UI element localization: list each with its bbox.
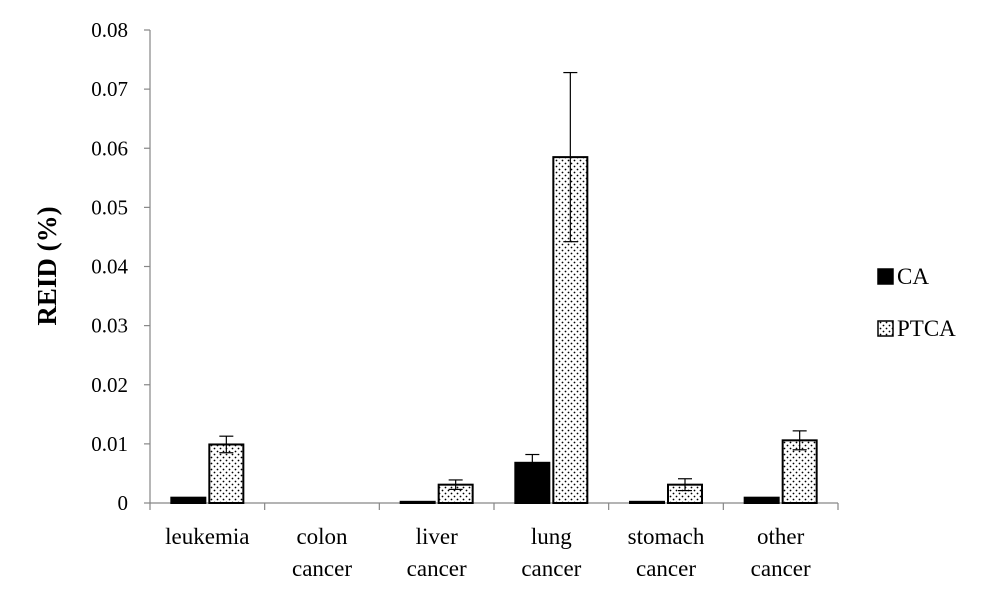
y-axis-label: REID (%) <box>32 206 62 325</box>
error-bars <box>219 71 807 492</box>
legend: CA PTCA <box>877 264 956 341</box>
bar-ca <box>170 496 207 504</box>
y-tick-label: 0.06 <box>91 136 128 160</box>
category-label: colon <box>296 524 348 549</box>
category-label: cancer <box>521 556 581 581</box>
legend-swatch-ca <box>877 268 894 285</box>
y-tick-label: 0.01 <box>91 432 128 456</box>
y-tick-label: 0.03 <box>91 314 128 338</box>
category-label: cancer <box>407 556 467 581</box>
y-tick-labels: 0 0.01 0.02 0.03 0.04 0.05 0.06 0.07 0.08 <box>91 18 128 515</box>
bar-ca <box>629 500 665 505</box>
y-tick-label: 0.05 <box>91 195 128 219</box>
y-tick-label: 0.07 <box>91 77 128 101</box>
category-label: cancer <box>292 556 352 581</box>
bar-ca <box>399 500 436 505</box>
y-tick-label: 0.08 <box>91 18 128 42</box>
legend-label-ptca: PTCA <box>897 316 956 341</box>
category-label: stomach <box>628 524 705 549</box>
category-label: liver <box>416 524 458 549</box>
y-tick-label: 0.04 <box>91 255 128 279</box>
category-label: cancer <box>751 556 811 581</box>
category-label: cancer <box>636 556 696 581</box>
legend-swatch-ptca <box>877 320 894 337</box>
category-label: other <box>757 524 805 549</box>
y-tick-label: 0.02 <box>91 373 128 397</box>
axes <box>144 29 839 510</box>
category-label: lung <box>531 524 572 549</box>
y-tick-label: 0 <box>118 491 129 515</box>
bar-ca <box>743 496 780 504</box>
legend-label-ca: CA <box>897 264 929 289</box>
bars <box>170 156 818 505</box>
x-category-labels: leukemia colon cancer liver cancer lung cancer… <box>165 524 811 581</box>
category-label: leukemia <box>165 524 249 549</box>
